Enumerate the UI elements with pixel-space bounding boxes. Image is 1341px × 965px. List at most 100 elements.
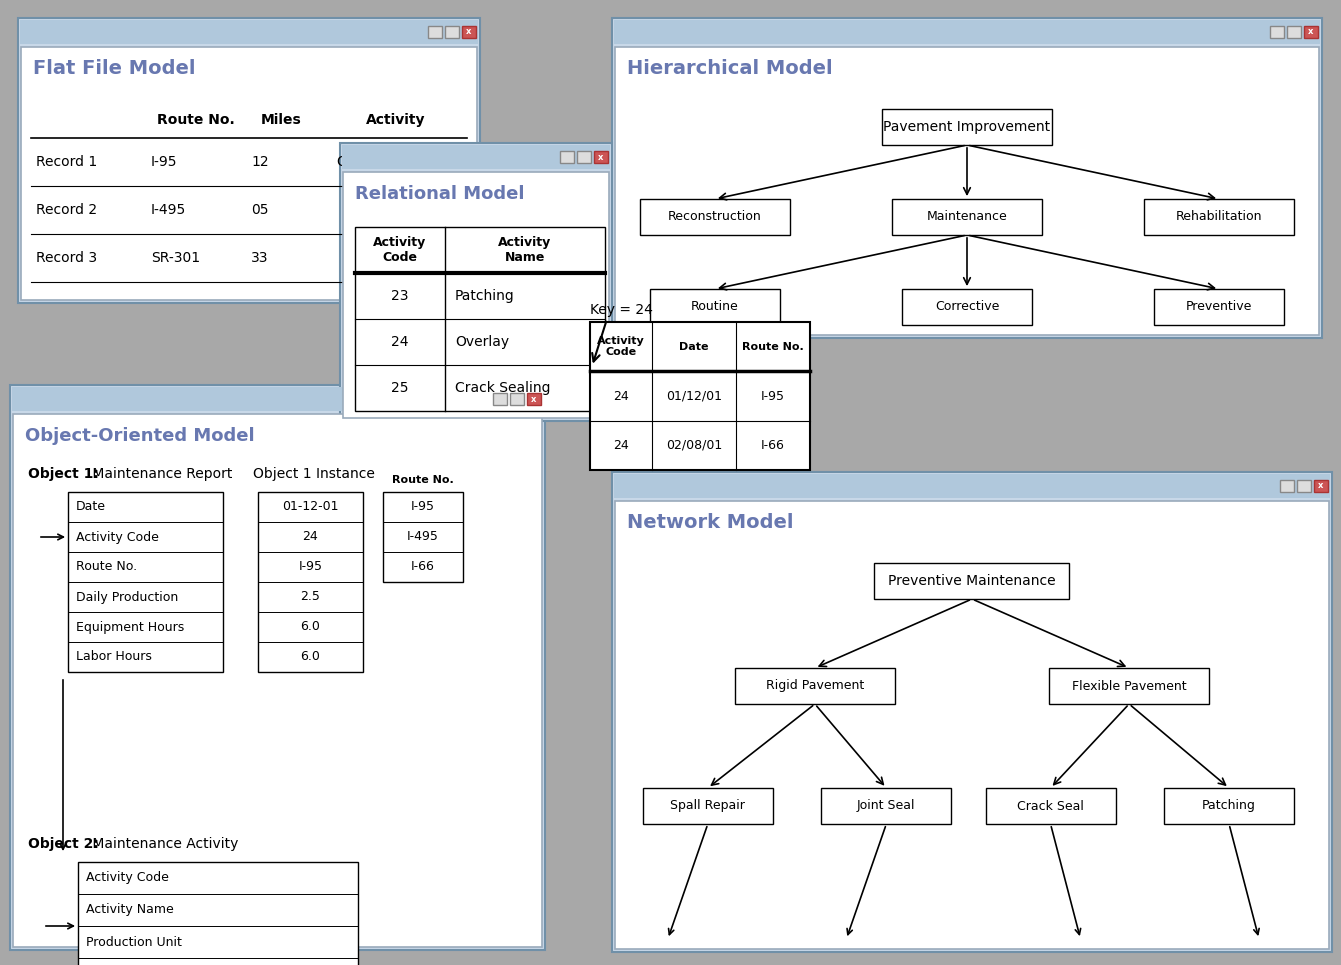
- Text: Record 1: Record 1: [36, 155, 98, 169]
- Text: Object 2:: Object 2:: [28, 837, 99, 851]
- Text: Labor Hours: Labor Hours: [76, 650, 152, 664]
- Text: Patching: Patching: [1202, 799, 1257, 813]
- Text: 25: 25: [392, 381, 409, 395]
- Text: Object 1:: Object 1:: [28, 467, 99, 481]
- Text: I-495: I-495: [152, 203, 186, 217]
- Text: Equipment Hours: Equipment Hours: [76, 620, 184, 633]
- FancyBboxPatch shape: [561, 151, 574, 163]
- Text: 2.5: 2.5: [300, 591, 320, 603]
- FancyBboxPatch shape: [640, 199, 790, 235]
- Text: 24: 24: [613, 439, 629, 452]
- FancyBboxPatch shape: [510, 393, 524, 405]
- Text: Activity
Code: Activity Code: [597, 336, 645, 357]
- Text: Production Unit: Production Unit: [86, 935, 182, 949]
- Text: x: x: [1318, 482, 1324, 490]
- FancyBboxPatch shape: [1287, 26, 1301, 38]
- Text: Rigid Pavement: Rigid Pavement: [766, 679, 864, 693]
- Text: Preventive Maintenance: Preventive Maintenance: [888, 574, 1055, 588]
- Text: Record 3: Record 3: [36, 251, 97, 265]
- Text: Crack Sealing: Crack Sealing: [455, 381, 551, 395]
- Text: Record 2: Record 2: [36, 203, 97, 217]
- Text: x: x: [531, 395, 536, 403]
- FancyBboxPatch shape: [428, 26, 443, 38]
- Text: Overlay: Overlay: [337, 155, 390, 169]
- FancyBboxPatch shape: [986, 788, 1116, 824]
- FancyBboxPatch shape: [13, 414, 542, 947]
- Text: 24: 24: [303, 531, 318, 543]
- Text: Date: Date: [680, 342, 709, 351]
- FancyBboxPatch shape: [616, 501, 1329, 949]
- Text: Activity Code: Activity Code: [76, 531, 158, 543]
- Text: Route No.: Route No.: [392, 475, 453, 485]
- Bar: [384, 492, 463, 582]
- FancyBboxPatch shape: [1303, 26, 1318, 38]
- FancyBboxPatch shape: [463, 26, 476, 38]
- Text: Maintenance Report: Maintenance Report: [89, 467, 232, 481]
- FancyBboxPatch shape: [577, 151, 591, 163]
- FancyBboxPatch shape: [821, 788, 951, 824]
- FancyBboxPatch shape: [12, 387, 543, 411]
- Text: Object 1 Instance: Object 1 Instance: [253, 467, 375, 481]
- Text: Spall Repair: Spall Repair: [670, 799, 746, 813]
- FancyBboxPatch shape: [614, 474, 1330, 498]
- Text: Flexible Pavement: Flexible Pavement: [1071, 679, 1187, 693]
- FancyBboxPatch shape: [527, 393, 540, 405]
- Text: Network Model: Network Model: [628, 513, 794, 533]
- FancyBboxPatch shape: [1297, 480, 1311, 492]
- Text: I-95: I-95: [152, 155, 177, 169]
- Text: Flat File Model: Flat File Model: [34, 60, 196, 78]
- FancyBboxPatch shape: [1164, 788, 1294, 824]
- FancyBboxPatch shape: [614, 20, 1320, 44]
- Text: Activity
Name: Activity Name: [499, 236, 551, 264]
- Text: 12: 12: [251, 155, 268, 169]
- FancyBboxPatch shape: [611, 18, 1322, 338]
- Text: Maintenance Activity: Maintenance Activity: [89, 837, 239, 851]
- FancyBboxPatch shape: [342, 145, 610, 169]
- Text: Daily Production: Daily Production: [76, 591, 178, 603]
- FancyBboxPatch shape: [902, 289, 1033, 325]
- FancyBboxPatch shape: [341, 143, 611, 421]
- Text: Hierarchical Model: Hierarchical Model: [628, 60, 833, 78]
- Text: Activity Code: Activity Code: [86, 871, 169, 885]
- FancyBboxPatch shape: [650, 289, 780, 325]
- Text: Overlay: Overlay: [455, 335, 510, 349]
- Text: Key = 24: Key = 24: [590, 303, 653, 317]
- Text: 23: 23: [392, 289, 409, 303]
- FancyBboxPatch shape: [9, 385, 544, 950]
- Text: Maintenance: Maintenance: [927, 210, 1007, 224]
- Text: I-95: I-95: [760, 390, 784, 402]
- Text: I-66: I-66: [412, 561, 434, 573]
- Text: Routine: Routine: [691, 300, 739, 314]
- Text: Preventive: Preventive: [1185, 300, 1252, 314]
- Text: Rehabilitation: Rehabilitation: [1176, 210, 1262, 224]
- Text: x: x: [467, 27, 472, 37]
- Bar: [257, 492, 363, 672]
- Text: x: x: [598, 152, 603, 161]
- Text: Route No.: Route No.: [157, 113, 235, 127]
- Text: 02/08/01: 02/08/01: [666, 439, 721, 452]
- Text: Activity: Activity: [366, 113, 425, 127]
- Text: Pavement Improvement: Pavement Improvement: [884, 120, 1050, 134]
- FancyBboxPatch shape: [892, 199, 1042, 235]
- Text: Route No.: Route No.: [76, 561, 137, 573]
- FancyBboxPatch shape: [874, 563, 1070, 599]
- Text: Patching: Patching: [455, 289, 515, 303]
- Text: 6.0: 6.0: [300, 650, 320, 664]
- Text: 05: 05: [251, 203, 268, 217]
- FancyBboxPatch shape: [1314, 480, 1328, 492]
- Bar: [590, 322, 810, 470]
- FancyBboxPatch shape: [735, 668, 894, 704]
- Text: x: x: [1309, 27, 1314, 37]
- Text: Object-Oriented Model: Object-Oriented Model: [25, 427, 255, 445]
- Text: 6.0: 6.0: [300, 620, 320, 633]
- Bar: [355, 227, 605, 411]
- Text: Joint Seal: Joint Seal: [857, 799, 916, 813]
- Text: 01/12/01: 01/12/01: [666, 390, 721, 402]
- Text: 01-12-01: 01-12-01: [282, 501, 339, 513]
- FancyBboxPatch shape: [17, 18, 480, 303]
- Text: Reconstruction: Reconstruction: [668, 210, 762, 224]
- Text: SR-301: SR-301: [152, 251, 200, 265]
- FancyBboxPatch shape: [882, 109, 1051, 145]
- Text: I-95: I-95: [299, 561, 322, 573]
- FancyBboxPatch shape: [20, 20, 477, 44]
